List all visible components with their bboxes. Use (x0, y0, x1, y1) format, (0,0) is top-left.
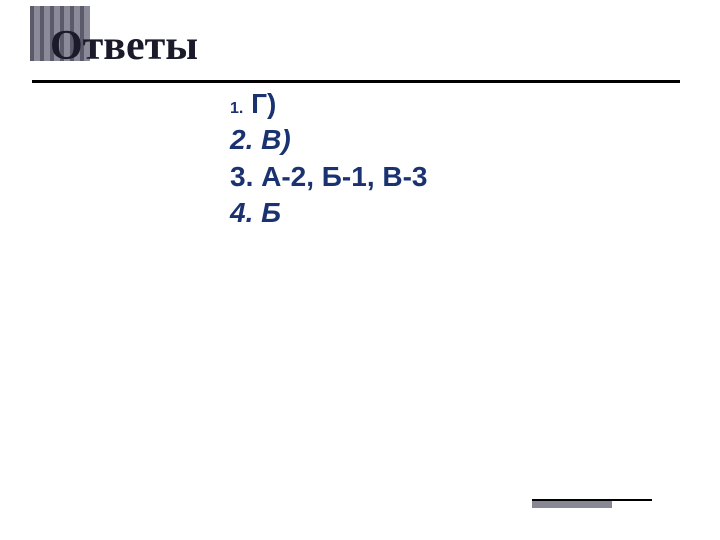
page-title: Ответы (50, 22, 198, 70)
answer-1-number: 1. (230, 100, 243, 117)
answer-row-4: 4. Б (230, 195, 428, 231)
answer-row-3: 3. А-2, Б-1, В-3 (230, 159, 428, 195)
horizontal-rule (32, 80, 680, 83)
answers-block: 1. Г) 2. В) 3. А-2, Б-1, В-3 4. Б (230, 86, 428, 232)
answer-1-value: Г) (251, 88, 276, 119)
bottom-decoration (532, 499, 652, 508)
answer-row-1: 1. Г) (230, 86, 428, 122)
answer-row-2: 2. В) (230, 122, 428, 158)
